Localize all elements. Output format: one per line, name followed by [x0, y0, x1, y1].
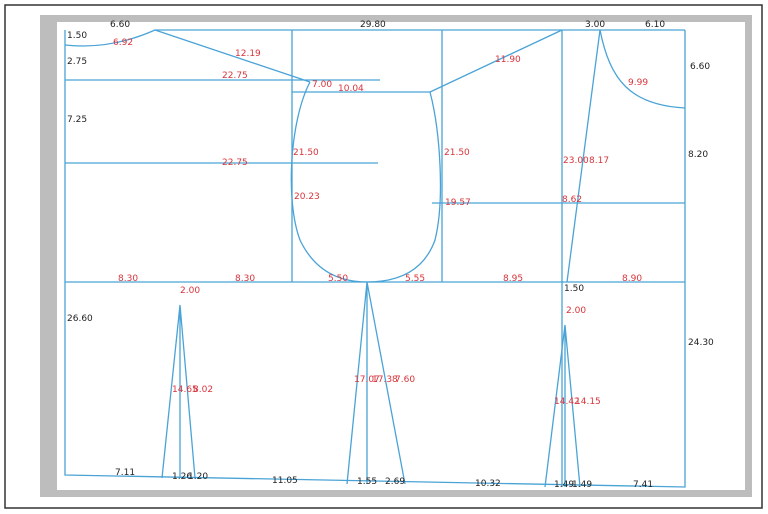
label: 8.02 [193, 385, 213, 395]
label: 7.11 [115, 468, 135, 478]
label: 10.04 [338, 84, 364, 94]
label: 8.17 [589, 156, 609, 166]
label: 6.10 [645, 20, 665, 30]
label: 8.30 [118, 274, 138, 284]
label: 14.15 [575, 397, 601, 407]
label: 8.90 [622, 274, 642, 284]
label: 11.90 [495, 55, 521, 65]
label: 3.00 [585, 20, 605, 30]
label: 8.30 [235, 274, 255, 284]
label: 20.23 [294, 192, 320, 202]
label: 1.49 [572, 480, 592, 490]
label: 22.75 [222, 158, 248, 168]
label: 21.50 [293, 148, 319, 158]
label: 7.25 [67, 115, 87, 125]
label: 1.55 [357, 477, 377, 487]
label: 2.00 [566, 306, 586, 316]
label: 6.60 [690, 62, 710, 72]
label: 24.30 [688, 338, 714, 348]
label: 19.57 [445, 198, 471, 208]
label: 7.00 [312, 80, 332, 90]
label: 1.50 [564, 284, 584, 294]
pattern-screenshot: 1.50 6.60 6.92 2.75 12.19 22.75 7.00 10.… [0, 0, 768, 514]
label: 21.50 [444, 148, 470, 158]
label: 5.50 [328, 274, 348, 284]
label: 26.60 [67, 314, 93, 324]
label: 6.92 [113, 38, 133, 48]
label: 7.41 [633, 480, 653, 490]
label: 2.69 [385, 477, 405, 487]
label: 8.95 [503, 274, 523, 284]
label: 23.00 [563, 156, 589, 166]
label: 2.75 [67, 57, 87, 67]
label: 5.55 [405, 274, 425, 284]
label: 12.19 [235, 49, 261, 59]
label: 7.60 [395, 375, 415, 385]
label: 1.50 [67, 31, 87, 41]
label: 6.60 [110, 20, 130, 30]
label: 9.99 [628, 78, 648, 88]
label: 8.20 [688, 150, 708, 160]
label: 22.75 [222, 71, 248, 81]
label: 10.32 [475, 479, 501, 489]
label: 29.80 [360, 20, 386, 30]
label: 1.20 [188, 472, 208, 482]
label: 2.00 [180, 286, 200, 296]
label: 8.62 [562, 195, 582, 205]
label: 11.05 [272, 476, 298, 486]
